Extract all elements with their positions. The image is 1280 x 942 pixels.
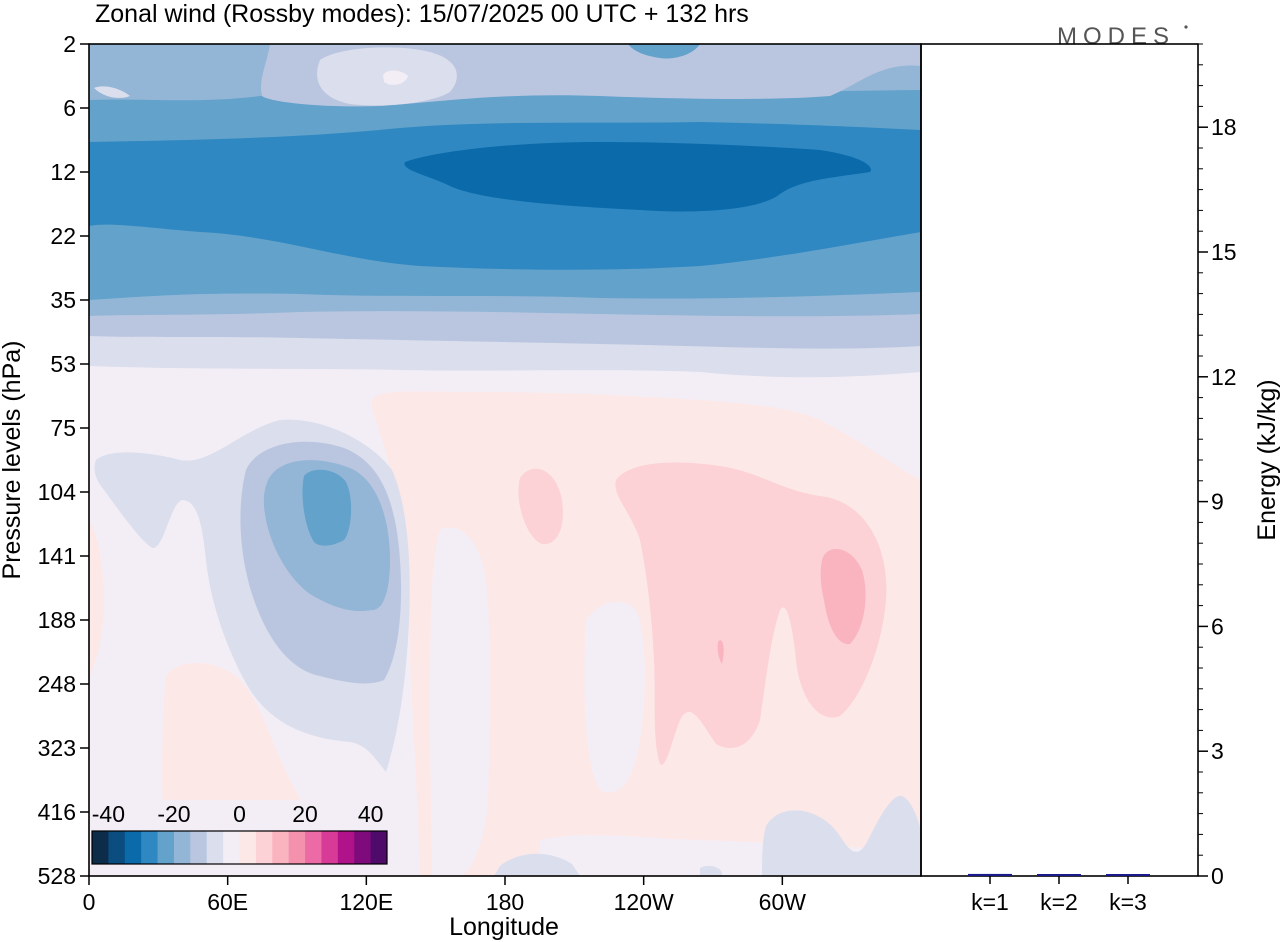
colorbar-swatch: [288, 831, 306, 864]
colorbar-swatch: [337, 831, 355, 864]
patch-top-blue: [628, 44, 700, 59]
positive-lobe-inner: [615, 462, 887, 765]
energy-tick-label: 3: [1211, 738, 1224, 764]
contour-plot: [89, 44, 921, 876]
positive-core: [820, 549, 866, 645]
y-tick-label: 12: [50, 159, 76, 185]
colorbar-tick-label: 20: [292, 801, 318, 827]
y-tick-label: 35: [50, 287, 76, 313]
energy-category-label: k=2: [1040, 889, 1078, 915]
colorbar-swatch: [190, 831, 208, 864]
colorbar-swatch: [272, 831, 290, 864]
y-tick-label: 6: [63, 95, 76, 121]
colorbar-swatch: [92, 831, 109, 864]
energy-bar-k2: [1037, 874, 1081, 876]
energy-tick-label: 0: [1211, 863, 1224, 889]
colorbar-swatch: [370, 831, 388, 864]
y-tick-label: 53: [50, 351, 76, 377]
colorbar-tick-label: -40: [92, 801, 125, 827]
x-tick-label: 0: [83, 889, 96, 915]
logo-mark: [1184, 25, 1188, 29]
colorbar-frame: [91, 830, 388, 865]
patch-upper-white: [383, 70, 408, 85]
negative-patch-bottom-mid: [494, 853, 580, 876]
colorbar-swatch: [223, 831, 240, 864]
positive-speck: [717, 640, 724, 664]
negative-core: [302, 469, 352, 546]
neutral-gap-a: [430, 527, 490, 876]
energy-bar-k3: [1106, 874, 1150, 876]
energy-bar-k1: [968, 873, 1012, 876]
colorbar-swatch: [173, 831, 191, 864]
negative-patch-bottom-right: [762, 795, 921, 876]
colorbar-swatch: [321, 831, 339, 864]
colorbar-swatch: [206, 831, 224, 864]
x-tick-label: 60E: [207, 889, 248, 915]
colorbar-swatch: [157, 831, 175, 864]
x-axis-label: Longitude: [449, 913, 559, 941]
patch-left-light: [94, 86, 130, 98]
chart-title: Zonal wind (Rossby modes): 15/07/2025 00…: [95, 0, 749, 28]
positive-spot-a: [518, 468, 563, 545]
y-tick-label: 248: [38, 671, 76, 697]
energy-tick-label: 15: [1211, 239, 1237, 265]
y-tick-label: 188: [38, 607, 76, 633]
energy-panel-frame: [920, 43, 1199, 877]
energy-categories: k=1 k=2 k=3: [971, 876, 1147, 915]
neutral-gap-b: [584, 601, 645, 793]
x-tick-label: 120W: [614, 889, 674, 915]
positive-sliver-left: [89, 520, 104, 680]
x-axis: 0 60E 120E 180 120W 60W: [83, 876, 807, 915]
modes-logo: MODES: [1057, 23, 1175, 50]
energy-tick-label: 18: [1211, 114, 1237, 140]
colorbar: -40 -20 0 20 40: [91, 801, 388, 865]
y-tick-label: 528: [38, 863, 76, 889]
energy-category-label: k=1: [971, 889, 1009, 915]
colorbar-tick-label: -20: [157, 801, 190, 827]
y-tick-label: 75: [50, 415, 76, 441]
x-tick-label: 60W: [759, 889, 807, 915]
colorbar-swatch: [354, 831, 372, 864]
colorbar-swatch: [141, 831, 159, 864]
y-tick-label: 2: [63, 31, 76, 57]
y-tick-label: 141: [38, 543, 76, 569]
colorbar-tick-label: 40: [358, 801, 384, 827]
energy-axis-label: Energy (kJ/kg): [1253, 379, 1280, 540]
energy-tick-label: 9: [1211, 489, 1224, 515]
y-tick-label: 104: [38, 479, 77, 505]
y-tick-label: 416: [38, 799, 76, 825]
y-tick-label: 323: [38, 735, 76, 761]
y-axis: 2 6 12 22 35 53 75 104 141 188 248 323 416 528: [38, 31, 89, 889]
colorbar-tick-label: 0: [233, 801, 246, 827]
energy-category-label: k=3: [1109, 889, 1147, 915]
band-minus-35: [404, 142, 871, 212]
energy-tick-label: 12: [1211, 364, 1237, 390]
y-axis-label: Pressure levels (hPa): [0, 341, 26, 580]
colorbar-swatch: [255, 831, 273, 864]
x-tick-label: 120E: [339, 889, 393, 915]
energy-axis: 0 3 6 9 12 15 18: [1198, 43, 1237, 889]
colorbar-swatch: [108, 831, 126, 864]
y-tick-label: 22: [50, 223, 76, 249]
colorbar-swatch: [239, 831, 257, 864]
negative-speck-bottom: [700, 865, 722, 876]
colorbar-swatch: [124, 831, 142, 864]
energy-bars: [968, 873, 1150, 876]
colorbar-swatch: [305, 831, 322, 864]
x-tick-label: 180: [486, 889, 524, 915]
energy-tick-label: 6: [1211, 613, 1224, 639]
